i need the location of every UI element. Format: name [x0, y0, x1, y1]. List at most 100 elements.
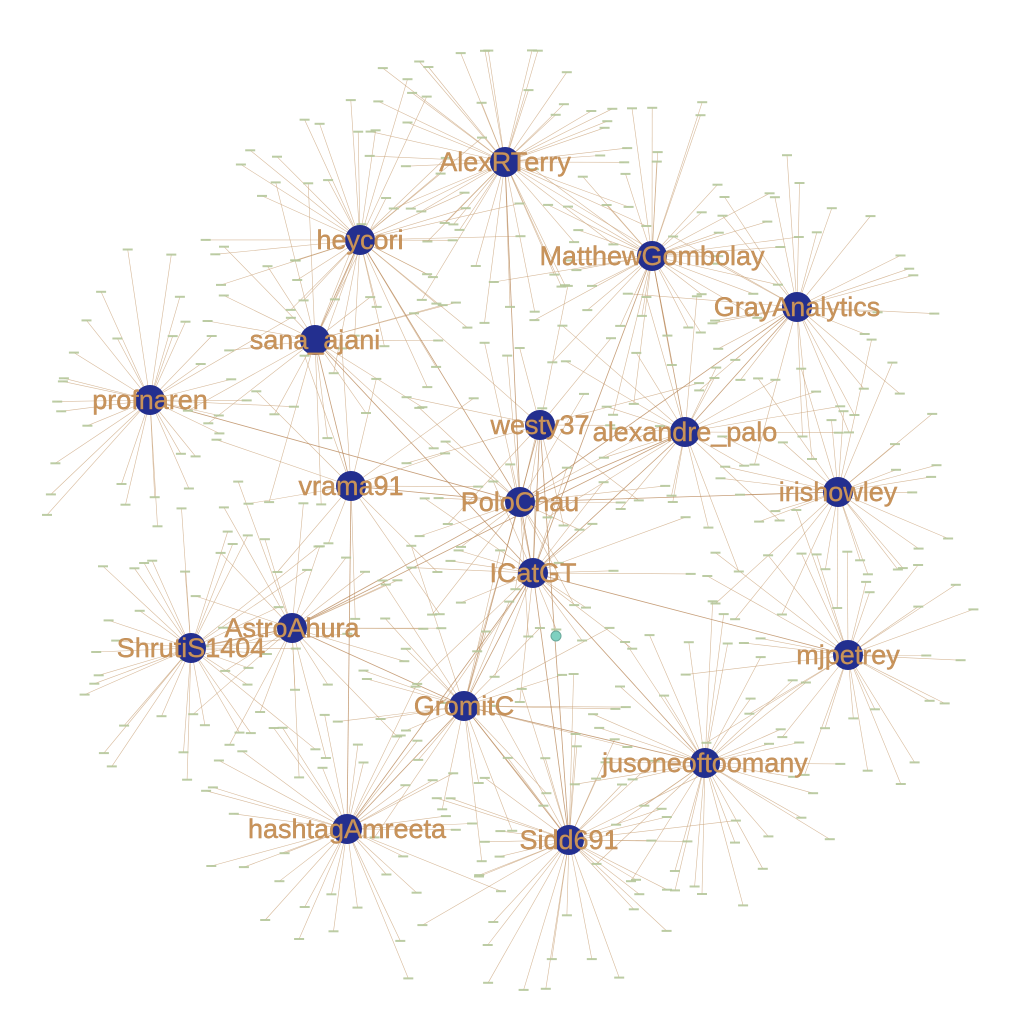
leaf-edge [796, 306, 900, 394]
leaf-edge [487, 839, 570, 983]
leaf-node [414, 406, 425, 409]
hub-node[interactable] [490, 147, 520, 177]
hub-edge [532, 572, 849, 656]
leaf-node [116, 483, 127, 485]
leaf-node [445, 797, 456, 800]
hub-edge [651, 255, 686, 433]
leaf-node [808, 792, 819, 795]
leaf-node [167, 335, 178, 338]
leaf-node [661, 929, 672, 932]
leaf-node [399, 660, 410, 663]
leaf-node [122, 248, 133, 251]
leaf-node [591, 777, 602, 780]
leaf-node [482, 944, 493, 946]
leaf-edge [422, 839, 570, 926]
hub-node[interactable] [176, 633, 206, 663]
leaf-edge [796, 275, 914, 308]
hub-node[interactable] [690, 748, 720, 778]
leaf-edge [350, 378, 377, 487]
leaf-edge [749, 654, 849, 714]
hub-node[interactable] [670, 417, 700, 447]
hub-node[interactable] [518, 558, 548, 588]
leaf-edge [704, 601, 713, 764]
leaf-node [292, 279, 303, 281]
leaf-edge [463, 601, 510, 707]
leaf-edge [463, 627, 541, 707]
hub-node[interactable] [300, 325, 330, 355]
leaf-edge [534, 255, 653, 321]
leaf-node [844, 431, 854, 434]
leaf-node [931, 464, 942, 467]
leaf-edge [651, 255, 702, 333]
leaf-node [473, 485, 484, 488]
hub-node[interactable] [833, 640, 863, 670]
leaf-node [416, 298, 427, 301]
leaf-edge [419, 501, 521, 537]
leaf-node [668, 235, 679, 238]
leaf-edge [484, 50, 506, 163]
leaf-edge [428, 66, 506, 163]
hub-node[interactable] [505, 487, 535, 517]
leaf-node [620, 172, 631, 175]
leaf-node [730, 841, 740, 844]
leaf-edge [149, 296, 181, 401]
hub-node[interactable] [332, 814, 362, 844]
leaf-node [510, 588, 521, 591]
leaf-node [272, 155, 282, 158]
leaf-edge [684, 431, 709, 528]
leaf-node [573, 229, 584, 232]
hub-node[interactable] [554, 825, 584, 855]
hub-edge [291, 627, 465, 707]
leaf-node [594, 726, 605, 729]
leaf-edge [568, 839, 593, 960]
leaf-edge [261, 195, 361, 241]
leaf-node [206, 335, 217, 337]
leaf-edge [568, 820, 736, 841]
leaf-edge [346, 686, 416, 830]
leaf-node [375, 718, 386, 720]
leaf-edge [568, 839, 668, 890]
leaf-edge [55, 399, 151, 464]
leaf-node [437, 304, 448, 307]
leaf-edge [786, 155, 798, 308]
leaf-edge [463, 705, 513, 831]
hub-node[interactable] [277, 613, 307, 643]
leaf-node [190, 595, 201, 598]
leaf-node [439, 222, 450, 224]
leaf-edge [494, 705, 570, 841]
leaf-edge [350, 485, 479, 487]
hub-node[interactable] [525, 410, 555, 440]
leaf-node [514, 202, 525, 205]
leaf-node [103, 619, 114, 622]
leaf-node [563, 205, 573, 208]
hub-node[interactable] [336, 471, 366, 501]
hub-node[interactable] [823, 477, 853, 507]
leaf-node [913, 547, 924, 550]
leaf-node [216, 283, 226, 286]
leaf-node [602, 120, 613, 123]
leaf-edge [837, 491, 904, 569]
hub-edge [350, 485, 521, 503]
leaf-edge [410, 161, 506, 209]
leaf-edge [743, 642, 849, 656]
leaf-node [720, 465, 731, 468]
hub-node[interactable] [135, 385, 165, 415]
leaf-node [279, 852, 290, 855]
hub-node[interactable] [782, 292, 812, 322]
hub-node[interactable] [345, 225, 375, 255]
leaf-node [712, 183, 723, 186]
leaf-node [682, 840, 693, 843]
leaf-node [507, 829, 518, 832]
leaf-node [744, 712, 755, 715]
hub-node[interactable] [637, 241, 667, 271]
leaf-node [595, 154, 606, 157]
leaf-node [222, 530, 233, 533]
leaf-node [547, 361, 558, 364]
leaf-edge [722, 436, 839, 493]
leaf-node [210, 253, 221, 256]
leaf-edge [504, 72, 568, 163]
leaf-nodes [42, 49, 979, 991]
leaf-edge [539, 424, 639, 501]
leaf-edge [220, 239, 361, 286]
hub-node[interactable] [449, 691, 479, 721]
